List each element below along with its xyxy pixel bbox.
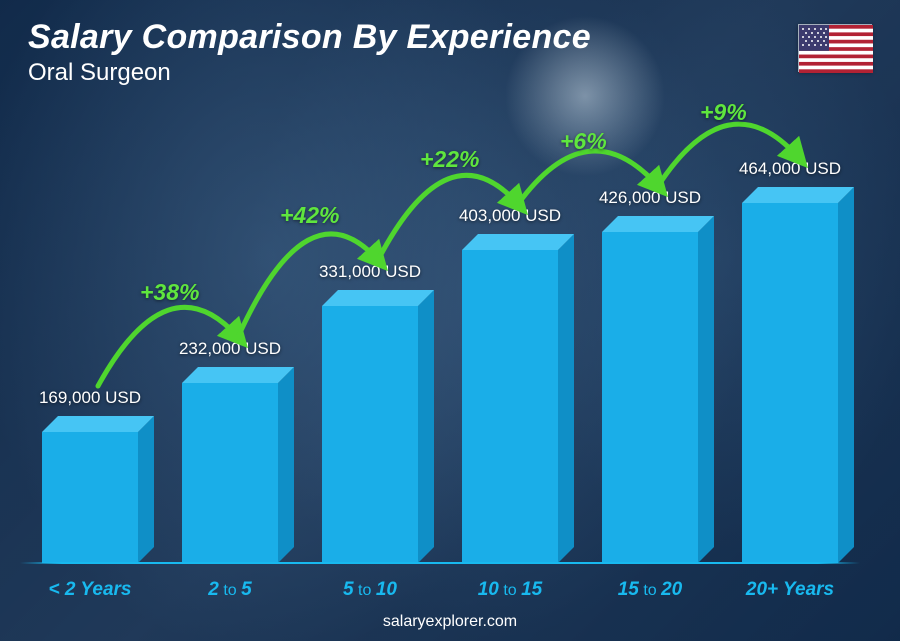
bar-group: 464,000 USD (720, 93, 860, 563)
bar-value-label: 331,000 USD (319, 262, 421, 282)
x-axis: < 2 Years2 to 55 to 1010 to 1515 to 2020… (20, 579, 860, 601)
bar-group: 169,000 USD (20, 93, 160, 563)
bar-value-label: 232,000 USD (179, 339, 281, 359)
bar-value-label: 169,000 USD (39, 388, 141, 408)
growth-arc-label: +42% (280, 202, 339, 229)
bar-value-label: 426,000 USD (599, 188, 701, 208)
x-axis-label: 2 to 5 (160, 579, 300, 601)
growth-arc-label: +38% (140, 279, 199, 306)
page-subtitle: Oral Surgeon (28, 59, 591, 87)
bar-value-label: 403,000 USD (459, 206, 561, 226)
footer-credit: salaryexplorer.com (0, 613, 900, 631)
bar-group: 232,000 USD (160, 93, 300, 563)
bar (182, 367, 278, 563)
chart-baseline (20, 562, 860, 564)
bar-value-label: 464,000 USD (739, 159, 841, 179)
country-flag-usa (798, 24, 872, 72)
bar (602, 216, 698, 563)
bar (742, 187, 838, 563)
x-axis-label: 20+ Years (720, 579, 860, 601)
growth-arc-label: +6% (560, 128, 607, 155)
growth-arc-label: +9% (700, 99, 747, 126)
bar (322, 290, 418, 563)
x-axis-label: 10 to 15 (440, 579, 580, 601)
bar-group: 426,000 USD (580, 93, 720, 563)
page-title: Salary Comparison By Experience (28, 18, 591, 57)
bar (42, 416, 138, 563)
x-axis-label: 5 to 10 (300, 579, 440, 601)
x-axis-label: 15 to 20 (580, 579, 720, 601)
x-axis-label: < 2 Years (20, 579, 160, 601)
growth-arc-label: +22% (420, 146, 479, 173)
header: Salary Comparison By Experience Oral Sur… (28, 18, 591, 87)
bar-group: 331,000 USD (300, 93, 440, 563)
bar (462, 234, 558, 563)
